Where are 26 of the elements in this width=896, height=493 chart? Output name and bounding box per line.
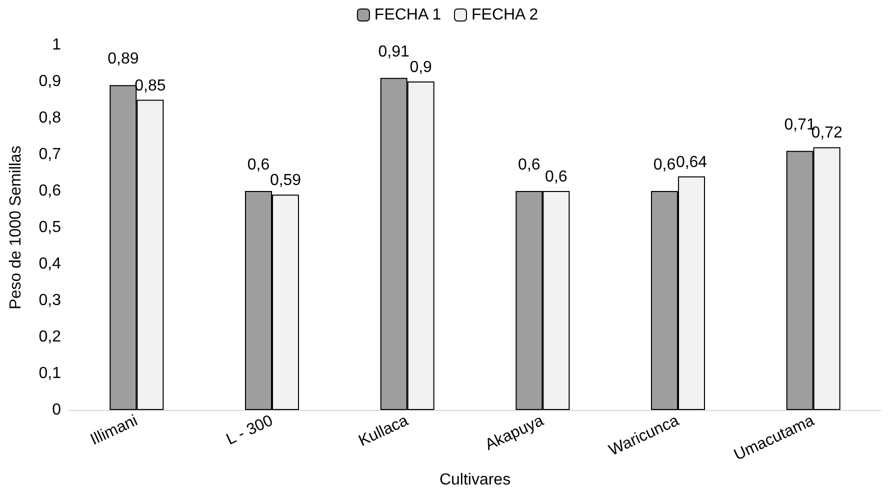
legend-label: FECHA 1: [374, 6, 442, 24]
y-tick-label: 0,6: [38, 182, 62, 200]
data-label: 0,89: [108, 50, 139, 68]
y-tick-label: 0,5: [38, 219, 62, 236]
data-label: 0,64: [676, 154, 708, 171]
legend-label: FECHA 2: [472, 6, 538, 24]
y-tick-label: 0,2: [38, 328, 62, 346]
y-tick-label: 0: [52, 402, 62, 418]
y-tick-label: 0,3: [38, 292, 62, 309]
y-tick-label: 0,8: [38, 110, 62, 126]
y-tick-label: 0,7: [38, 146, 62, 163]
data-label: 0,91: [378, 43, 410, 60]
data-label: 0,6: [545, 168, 568, 186]
y-tick-label: 1: [52, 36, 62, 54]
data-label: 0,6: [247, 156, 270, 174]
y-axis-title: Peso de 1000 Semillas: [8, 146, 24, 310]
y-tick-label: 0,9: [38, 73, 62, 90]
y-tick-label: 0,1: [38, 365, 62, 382]
data-label: 0,85: [134, 77, 166, 94]
y-tick-label: 0,4: [38, 256, 62, 272]
data-label: 0,6: [653, 156, 676, 174]
data-label: 0,9: [410, 59, 432, 76]
x-axis-title: Cultivares: [439, 472, 511, 488]
x-tick-label: L - 300: [224, 412, 276, 449]
data-label: 0,59: [270, 172, 302, 190]
data-label: 0,6: [518, 156, 540, 174]
